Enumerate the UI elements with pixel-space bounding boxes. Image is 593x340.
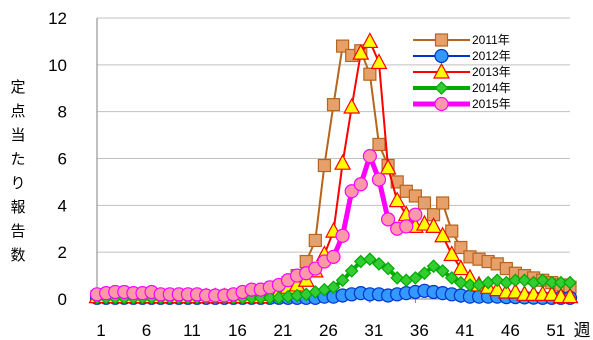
data-point xyxy=(436,196,450,210)
data-point xyxy=(563,275,577,290)
data-point xyxy=(506,282,524,299)
data-point xyxy=(262,290,277,305)
data-point xyxy=(370,53,388,70)
y-axis-label-char: 点 xyxy=(10,103,25,120)
series-line xyxy=(96,153,418,298)
legend-label: 2014年 xyxy=(472,81,511,95)
legend-label: 2011年 xyxy=(472,33,510,47)
x-tick-label: 21 xyxy=(273,321,292,340)
data-point xyxy=(408,207,423,222)
y-tick-label: 2 xyxy=(58,243,67,262)
x-tick-label: 1 xyxy=(96,321,105,340)
x-tick-label: 11 xyxy=(183,321,201,340)
data-point xyxy=(363,252,377,267)
y-axis-label-char: た xyxy=(10,151,25,168)
data-point xyxy=(435,264,450,278)
data-point xyxy=(543,285,561,301)
data-point xyxy=(388,191,406,208)
y-tick-label: 10 xyxy=(48,56,67,75)
data-point xyxy=(381,261,395,276)
data-point xyxy=(544,275,559,290)
series-group xyxy=(88,32,579,305)
data-point xyxy=(463,278,477,292)
x-tick-label: 51 xyxy=(546,321,565,340)
legend-label: 2013年 xyxy=(472,65,511,79)
data-point xyxy=(561,287,579,304)
data-point xyxy=(335,228,350,243)
data-point xyxy=(379,158,397,175)
data-point xyxy=(361,32,379,49)
legend-item: 2013年 xyxy=(413,62,511,79)
y-tick-label: 8 xyxy=(58,103,67,122)
data-point xyxy=(417,266,432,281)
data-point xyxy=(362,149,377,164)
data-point xyxy=(443,245,461,262)
x-tick-label: 6 xyxy=(142,321,151,340)
data-point xyxy=(352,43,370,60)
data-point xyxy=(372,257,386,271)
data-point xyxy=(425,217,443,234)
legend-marker xyxy=(432,62,451,79)
data-point xyxy=(426,259,441,274)
data-point xyxy=(399,219,414,234)
x-tick-label: 41 xyxy=(455,321,474,340)
data-point xyxy=(326,280,341,295)
series-5 xyxy=(89,149,423,303)
data-point xyxy=(372,137,386,152)
x-tick-label: 16 xyxy=(228,321,247,340)
data-point xyxy=(417,196,432,210)
data-point xyxy=(452,259,470,276)
y-axis-label-char: 当 xyxy=(10,127,25,144)
data-point xyxy=(317,158,332,173)
y-tick-label: 12 xyxy=(48,9,67,28)
data-point xyxy=(488,280,506,297)
legend-marker xyxy=(434,96,449,112)
data-point xyxy=(554,275,568,290)
y-tick-label: 6 xyxy=(58,150,67,169)
data-point xyxy=(444,271,459,285)
y-tick-label: 0 xyxy=(58,290,67,309)
x-axis-label: 週 xyxy=(574,321,591,340)
y-axis-label-char: 告 xyxy=(10,223,25,240)
data-point xyxy=(335,273,350,288)
legend-label: 2012年 xyxy=(472,49,511,63)
data-point xyxy=(371,172,387,187)
legend-marker xyxy=(434,48,449,64)
data-point xyxy=(344,264,359,278)
data-point xyxy=(308,233,322,248)
legend: 2011年 2012年 2013年 2014年 2015年 xyxy=(413,33,511,112)
data-point xyxy=(508,273,523,288)
data-point xyxy=(334,153,352,170)
data-point xyxy=(415,214,433,231)
x-tick-label: 36 xyxy=(410,321,429,340)
data-point xyxy=(363,67,377,81)
legend-item: 2012年 xyxy=(413,48,511,64)
data-point xyxy=(343,97,361,114)
x-tick-label: 46 xyxy=(501,321,520,340)
y-axis-label-char: 報 xyxy=(10,199,25,216)
data-point xyxy=(353,177,368,192)
y-axis-label-char: り xyxy=(10,175,25,192)
y-axis-label-char: 数 xyxy=(10,247,25,264)
grid xyxy=(97,17,570,253)
data-point xyxy=(408,271,423,285)
data-point xyxy=(326,98,341,112)
legend-label: 2015年 xyxy=(472,97,511,111)
legend-item: 2011年 xyxy=(413,33,510,47)
legend-marker xyxy=(434,33,449,47)
legend-item: 2014年 xyxy=(413,81,511,95)
data-point xyxy=(434,226,452,243)
legend-item: 2015年 xyxy=(413,96,511,112)
data-point xyxy=(380,212,396,227)
data-point xyxy=(445,224,459,238)
y-axis-label-char: 定 xyxy=(10,79,25,96)
data-point xyxy=(326,249,341,264)
legend-marker xyxy=(434,81,449,95)
y-tick-label: 4 xyxy=(58,196,67,215)
x-tick-label: 26 xyxy=(319,321,338,340)
x-tick-label: 31 xyxy=(364,321,383,340)
